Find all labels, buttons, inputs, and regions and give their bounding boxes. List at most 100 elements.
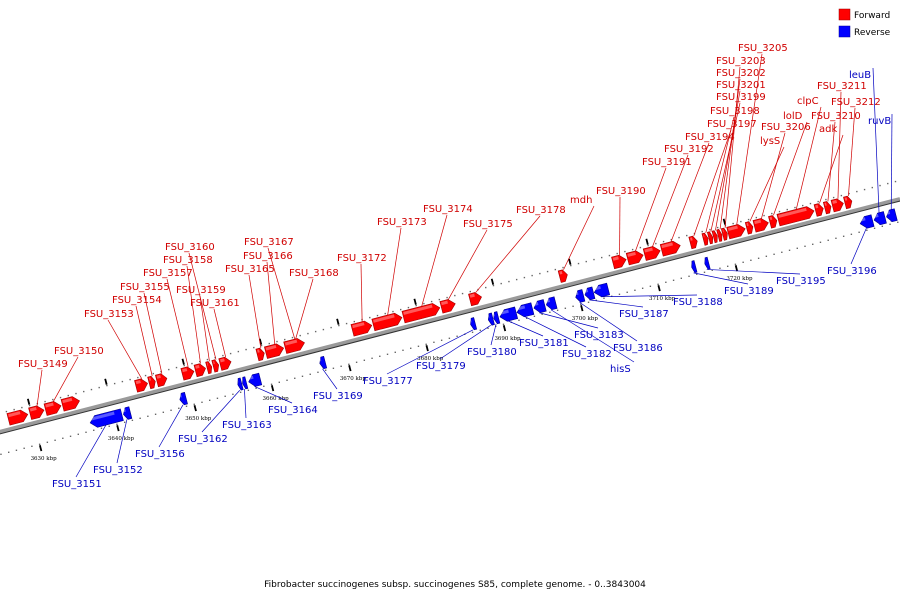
gene-label[interactable]: FSU_3160 <box>165 242 215 253</box>
gene-label[interactable]: FSU_3155 <box>120 282 170 293</box>
gene-label[interactable]: FSU_3212 <box>831 97 881 108</box>
gene-arrow[interactable] <box>515 302 535 319</box>
gene-label[interactable]: FSU_3156 <box>135 449 185 460</box>
gene-arrow[interactable] <box>625 249 644 266</box>
gene-arrow[interactable] <box>492 311 501 325</box>
gene-arrow[interactable] <box>498 306 519 323</box>
gene-label[interactable]: FSU_3183 <box>574 330 624 341</box>
gene-arrow[interactable] <box>218 356 233 371</box>
gene-label[interactable]: FSU_3164 <box>268 405 318 416</box>
gene-arrow[interactable] <box>371 312 404 332</box>
gene-arrow[interactable] <box>701 232 710 246</box>
gene-arrow[interactable] <box>859 214 875 230</box>
gene-arrow[interactable] <box>147 375 157 390</box>
gene-label[interactable]: FSU_3167 <box>244 237 294 248</box>
gene-label[interactable]: FSU_3158 <box>163 255 213 266</box>
gene-label[interactable]: FSU_3178 <box>516 205 566 216</box>
gene-label[interactable]: FSU_3180 <box>467 347 517 358</box>
gene-arrow[interactable] <box>726 223 747 240</box>
gene-label[interactable]: FSU_3201 <box>716 80 766 91</box>
gene-arrow[interactable] <box>830 198 845 213</box>
gene-label[interactable]: FSU_3189 <box>724 286 774 297</box>
gene-arrow[interactable] <box>703 256 711 270</box>
gene-label[interactable]: FSU_3181 <box>519 338 569 349</box>
gene-label[interactable]: FSU_3153 <box>84 309 134 320</box>
gene-arrow[interactable] <box>744 221 754 235</box>
gene-label[interactable]: FSU_3174 <box>423 204 473 215</box>
gene-arrow[interactable] <box>318 355 328 370</box>
gene-arrow[interactable] <box>583 286 596 301</box>
gene-arrow[interactable] <box>776 205 816 227</box>
gene-label[interactable]: FSU_3179 <box>416 361 466 372</box>
gene-label[interactable]: FSU_3172 <box>337 253 387 264</box>
gene-label[interactable]: FSU_3187 <box>619 309 669 320</box>
gene-arrow[interactable] <box>574 289 586 304</box>
gene-arrow[interactable] <box>532 299 547 314</box>
gene-arrow[interactable] <box>487 312 495 326</box>
gene-arrow[interactable] <box>6 409 29 426</box>
gene-label[interactable]: FSU_3186 <box>613 343 663 354</box>
gene-arrow[interactable] <box>43 400 62 416</box>
gene-arrow[interactable] <box>716 229 724 242</box>
gene-arrow[interactable] <box>468 291 483 307</box>
gene-label[interactable]: FSU_3151 <box>52 479 102 490</box>
gene-arrow[interactable] <box>720 227 729 241</box>
gene-arrow[interactable] <box>813 203 825 217</box>
gene-label[interactable]: clpC <box>797 96 819 107</box>
gene-arrow[interactable] <box>350 320 373 337</box>
gene-arrow[interactable] <box>122 406 133 420</box>
gene-arrow[interactable] <box>283 337 306 354</box>
gene-arrow[interactable] <box>401 302 441 324</box>
gene-arrow[interactable] <box>60 395 81 412</box>
gene-arrow[interactable] <box>642 245 661 261</box>
gene-arrow[interactable] <box>752 217 770 233</box>
gene-label[interactable]: ruvB <box>868 116 891 127</box>
gene-arrow[interactable] <box>659 240 682 257</box>
gene-label[interactable]: FSU_3182 <box>562 349 612 360</box>
gene-label[interactable]: FSU_3166 <box>243 251 293 262</box>
gene-label[interactable]: FSU_3154 <box>112 295 162 306</box>
gene-label[interactable]: lolD <box>783 111 803 122</box>
gene-arrow[interactable] <box>822 201 832 215</box>
gene-label[interactable]: FSU_3152 <box>93 465 143 476</box>
gene-label[interactable]: FSU_3163 <box>222 420 272 431</box>
gene-label[interactable]: FSU_3159 <box>176 285 226 296</box>
gene-label[interactable]: FSU_3196 <box>827 266 877 277</box>
gene-arrow[interactable] <box>89 408 124 429</box>
gene-label[interactable]: FSU_3161 <box>190 298 240 309</box>
gene-arrow[interactable] <box>873 211 887 226</box>
gene-arrow[interactable] <box>178 391 188 406</box>
gene-arrow[interactable] <box>690 260 698 274</box>
gene-label[interactable]: FSU_3191 <box>642 157 692 168</box>
gene-label[interactable]: FSU_3205 <box>738 43 788 54</box>
gene-label[interactable]: FSU_3203 <box>716 56 766 67</box>
gene-arrow[interactable] <box>469 317 478 331</box>
gene-arrow[interactable] <box>255 347 266 362</box>
gene-arrow[interactable] <box>611 254 627 270</box>
gene-label[interactable]: FSU_3157 <box>143 268 193 279</box>
gene-label[interactable]: FSU_3210 <box>811 111 861 122</box>
gene-label[interactable]: FSU_3202 <box>716 68 766 79</box>
gene-arrow[interactable] <box>193 363 207 378</box>
gene-label[interactable]: FSU_3149 <box>18 359 68 370</box>
gene-arrow[interactable] <box>205 361 214 375</box>
gene-arrow[interactable] <box>247 372 263 388</box>
gene-label[interactable]: FSU_3190 <box>596 186 646 197</box>
gene-label[interactable]: FSU_3150 <box>54 346 104 357</box>
gene-label[interactable]: FSU_3192 <box>664 144 714 155</box>
gene-arrow[interactable] <box>843 195 853 210</box>
gene-label[interactable]: adk <box>819 124 837 135</box>
gene-label[interactable]: leuB <box>849 70 871 81</box>
gene-label[interactable]: FSU_3162 <box>178 434 228 445</box>
gene-arrow[interactable] <box>885 208 898 223</box>
gene-label[interactable]: FSU_3199 <box>716 92 766 103</box>
gene-arrow[interactable] <box>439 298 457 314</box>
gene-arrow[interactable] <box>711 230 719 244</box>
gene-arrow[interactable] <box>154 373 168 388</box>
gene-arrow[interactable] <box>241 376 249 390</box>
gene-label[interactable]: FSU_3173 <box>377 217 427 228</box>
gene-label[interactable]: FSU_3168 <box>289 268 339 279</box>
gene-label[interactable]: FSU_3197 <box>707 119 757 130</box>
gene-label[interactable]: FSU_3177 <box>363 376 413 387</box>
gene-label[interactable]: FSU_3206 <box>761 122 811 133</box>
